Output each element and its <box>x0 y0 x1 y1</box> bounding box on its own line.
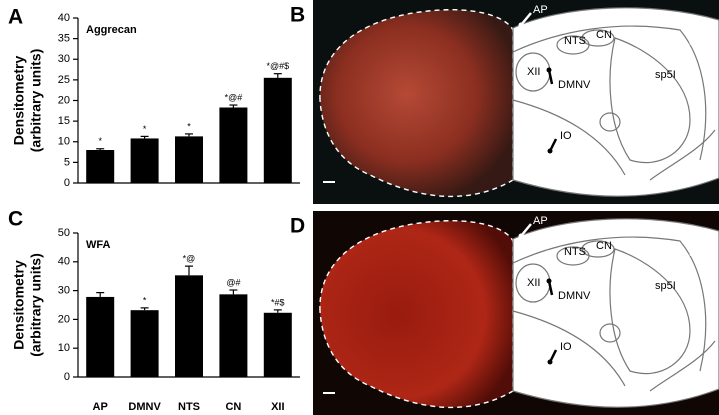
region-label: NTS <box>564 35 586 47</box>
diagram-outline <box>512 236 707 372</box>
region-label: sp5 <box>689 247 707 259</box>
arrow-head <box>674 57 680 63</box>
diagram-outline <box>609 37 691 164</box>
arrow <box>676 259 689 272</box>
region-label: DMNV <box>558 290 591 302</box>
chart-title: WFA <box>86 239 110 251</box>
region-label: DMNV <box>558 79 591 91</box>
significance-label: @# <box>226 277 240 287</box>
region-label: CN <box>596 240 612 252</box>
tissue <box>319 220 513 408</box>
arrow-head <box>518 233 524 239</box>
bar <box>86 296 115 377</box>
arrow-head <box>546 278 552 284</box>
bar <box>263 312 292 377</box>
significance-label: * <box>143 124 147 134</box>
x-tick-label: CN <box>225 401 241 413</box>
region-label: XII <box>527 277 540 289</box>
significance-label: *@#$ <box>266 61 289 71</box>
arrow-head <box>518 22 524 28</box>
diagram-outline <box>581 240 615 258</box>
arrow-head <box>674 268 680 274</box>
diagram-outline <box>512 99 626 176</box>
panel-letter: D <box>290 215 305 238</box>
panel-letter: C <box>8 208 23 231</box>
region-label: CN <box>596 29 612 41</box>
arrow <box>520 12 532 26</box>
bar <box>130 310 159 377</box>
region-label: AP <box>533 215 548 227</box>
bar <box>175 136 203 183</box>
bar <box>219 294 248 377</box>
region-label: sp5 <box>689 36 707 48</box>
panel-letter: B <box>290 4 305 27</box>
y-axis-label: Densitometry <box>11 260 27 350</box>
significance-label: *@ <box>183 253 196 263</box>
y-tick-label: 20 <box>58 94 70 106</box>
y-axis-label: (arbitrary units) <box>28 49 44 152</box>
diagram-body <box>512 218 719 408</box>
y-tick-label: 15 <box>58 115 70 127</box>
diagram-outline <box>512 310 626 387</box>
significance-label: *@# <box>225 92 243 102</box>
significance-label: * <box>143 295 147 305</box>
region-label: sp5I <box>655 280 676 292</box>
y-axis-label: Densitometry <box>11 56 27 146</box>
region-label: XII <box>527 66 540 78</box>
diagram-outline <box>649 129 716 181</box>
panel-letter: A <box>8 6 23 29</box>
region-label: NTS <box>564 246 586 258</box>
diagram-outline <box>649 340 716 392</box>
significance-label: *#$ <box>271 297 285 307</box>
y-tick-label: 25 <box>58 74 70 86</box>
diagram-outline <box>599 112 621 132</box>
y-tick-label: 5 <box>64 156 70 168</box>
tissue-outline <box>319 220 514 409</box>
y-tick-label: 50 <box>58 227 70 239</box>
bar <box>263 77 292 183</box>
region-label: sp5I <box>655 69 676 81</box>
diagram-outline <box>512 25 707 161</box>
y-tick-label: 20 <box>58 313 70 325</box>
arrow <box>676 48 689 61</box>
region-label: IO <box>560 341 572 353</box>
chart-title: Aggrecan <box>86 24 137 36</box>
y-tick-label: 0 <box>64 371 70 383</box>
bar <box>86 150 115 183</box>
arrow-head <box>547 148 553 154</box>
diagram-body <box>512 7 719 197</box>
bar <box>175 275 203 377</box>
diagram-outline <box>599 323 621 343</box>
diagram-outline <box>609 248 691 375</box>
y-tick-label: 30 <box>58 285 70 297</box>
significance-label: * <box>187 121 191 131</box>
bar <box>130 138 159 183</box>
x-tick-label: XII <box>271 401 284 413</box>
arrow-head <box>546 67 552 73</box>
diagram-outline <box>581 29 615 47</box>
bar <box>219 107 248 183</box>
x-tick-label: DMNV <box>128 401 161 413</box>
y-axis-label: (arbitrary units) <box>28 253 44 356</box>
arrow <box>520 223 532 237</box>
region-label: IO <box>560 130 572 142</box>
region-label: AP <box>533 4 548 16</box>
y-tick-label: 40 <box>58 12 70 24</box>
y-tick-label: 10 <box>58 342 70 354</box>
y-tick-label: 40 <box>58 256 70 268</box>
y-tick-label: 35 <box>58 33 70 45</box>
arrow-head <box>547 359 553 365</box>
y-tick-label: 30 <box>58 53 70 65</box>
x-tick-label: NTS <box>178 401 200 413</box>
tissue-outline <box>319 9 514 198</box>
tissue <box>319 9 513 197</box>
x-tick-label: AP <box>93 401 108 413</box>
significance-label: * <box>98 136 102 146</box>
y-tick-label: 0 <box>64 177 70 189</box>
y-tick-label: 10 <box>58 136 70 148</box>
